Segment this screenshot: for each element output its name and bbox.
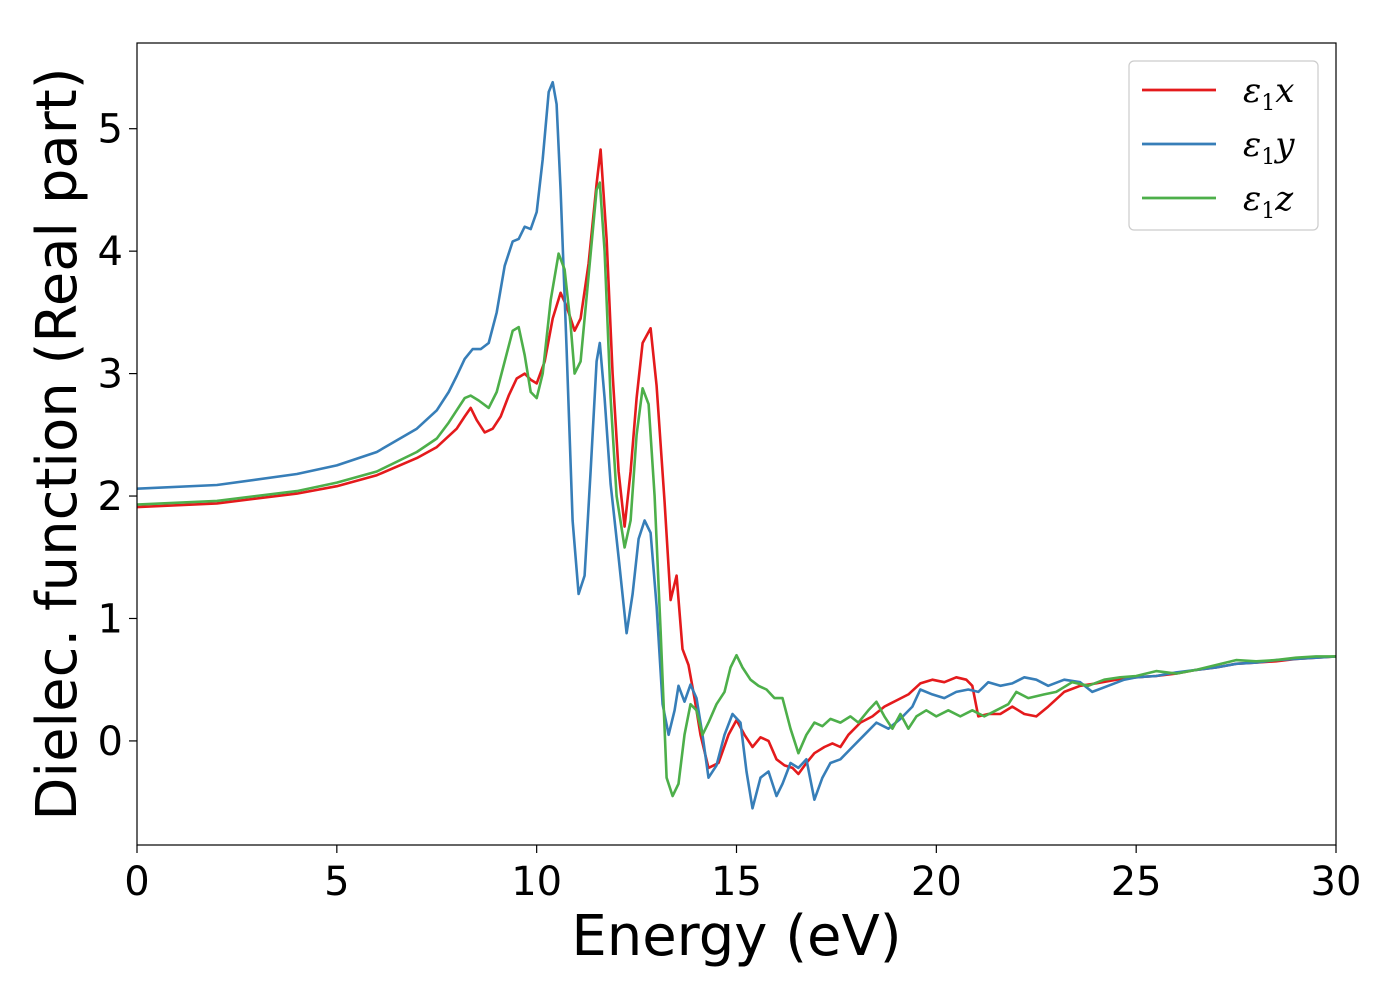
x-tick-label: 25 xyxy=(1111,859,1162,905)
series-line-x xyxy=(137,148,1336,776)
legend-box xyxy=(1128,60,1319,231)
x-tick-label: 5 xyxy=(324,859,349,905)
legend-label-z: ε1z xyxy=(1243,179,1294,224)
x-axis: 0 5 10 15 20 25 30 xyxy=(124,845,1361,905)
series-layer xyxy=(137,80,1336,810)
x-tick-label: 30 xyxy=(1311,859,1362,905)
series-line-y xyxy=(137,80,1336,810)
x-tick-label: 0 xyxy=(124,859,149,905)
x-tick-label: 15 xyxy=(711,859,762,905)
y-tick-label: 5 xyxy=(98,107,123,153)
legend-label-y: ε1y xyxy=(1243,125,1295,170)
y-tick-label: 0 xyxy=(98,719,123,765)
y-tick-label: 2 xyxy=(98,474,123,520)
y-tick-label: 4 xyxy=(98,229,123,275)
y-tick-label: 1 xyxy=(98,596,123,642)
legend: ε1x ε1y ε1z xyxy=(1128,60,1319,231)
y-axis-label: Dielec. function (Real part) xyxy=(25,67,90,820)
y-axis: 0 1 2 3 4 5 xyxy=(98,107,137,765)
x-axis-label: Energy (eV) xyxy=(571,904,901,969)
y-tick-label: 3 xyxy=(98,352,123,398)
x-tick-label: 20 xyxy=(911,859,962,905)
series-line-z xyxy=(137,181,1336,798)
x-tick-label: 10 xyxy=(511,859,562,905)
legend-label-x: ε1x xyxy=(1243,71,1294,116)
